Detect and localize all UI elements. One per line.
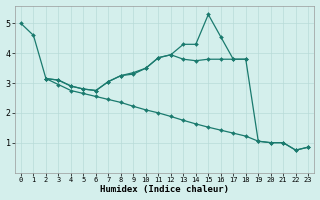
X-axis label: Humidex (Indice chaleur): Humidex (Indice chaleur) <box>100 185 229 194</box>
